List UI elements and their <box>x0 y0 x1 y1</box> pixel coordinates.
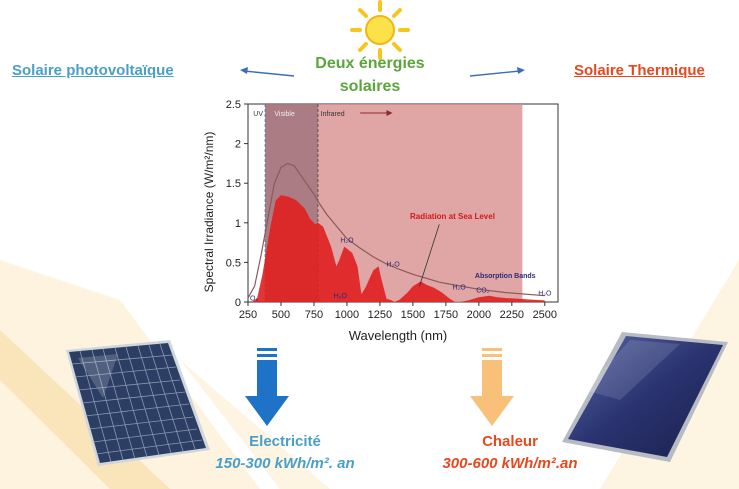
arrow-right-icon <box>469 67 525 77</box>
x-tick-label: 1750 <box>434 309 458 321</box>
x-tick-label: 2500 <box>533 309 557 321</box>
visible-label: Visible <box>274 111 295 118</box>
down-arrow-orange <box>470 348 514 426</box>
uv-label: UV <box>253 111 263 118</box>
chart-ylabel: Spectral Irradiance (W/m²/nm) <box>202 132 216 293</box>
center-title: Deux énergies solaires <box>300 52 440 98</box>
x-tick-label: 1250 <box>368 309 392 321</box>
electricity-caption: Electricité 150-300 kWh/m². an <box>180 431 390 475</box>
down-arrow-blue <box>245 348 289 426</box>
x-tick-label: 250 <box>239 309 257 321</box>
heat-value: 300-600 kWh/m².an <box>442 455 578 472</box>
x-tick-label: 750 <box>305 309 323 321</box>
arrow-left-icon <box>240 67 295 77</box>
h2o-label-5: H₂O <box>538 291 552 298</box>
y-tick-label: 0 <box>235 297 241 309</box>
y-tick-label: 2 <box>235 139 241 151</box>
center-title-line2: solaires <box>339 78 401 95</box>
h2o-label-1: H₂O <box>340 238 354 245</box>
sea-level-area <box>251 195 545 302</box>
x-tick-label: 1500 <box>401 309 425 321</box>
x-tick-label: 2250 <box>500 309 524 321</box>
sea-level-label: Radiation at Sea Level <box>410 212 495 221</box>
x-tick-label: 2000 <box>467 309 491 321</box>
spectrum-chart: 250 500 750 1000 1250 1500 1750 2000 2250 2500 0 0.… <box>202 99 559 343</box>
h2o-label-4: H₂O <box>452 284 466 291</box>
extraterrestrial-curve <box>247 162 545 299</box>
photovoltaic-panel <box>66 340 210 466</box>
h2o-label-2: H₂O <box>386 261 400 268</box>
electricity-label: Electricité <box>249 433 321 450</box>
pv-title: Solaire photovoltaïque <box>12 62 174 79</box>
o3-label: O₃ <box>250 295 258 302</box>
chart-xlabel: Wavelength (nm) <box>349 328 448 343</box>
y-tick-label: 2.5 <box>226 99 241 111</box>
sea-level-pointer <box>419 224 440 287</box>
co2-label: CO₂ <box>476 287 490 294</box>
thermal-title: Solaire Thermique <box>574 62 705 79</box>
sun-icon <box>350 0 410 60</box>
y-tick-label: 1.5 <box>226 178 241 190</box>
x-tick-label: 500 <box>272 309 290 321</box>
x-tick-label: 1000 <box>335 309 359 321</box>
thermal-collector-panel <box>562 332 728 462</box>
infrared-label: Infrared <box>321 111 345 118</box>
heat-label: Chaleur <box>482 433 538 450</box>
y-tick-label: 1 <box>235 218 241 230</box>
electricity-value: 150-300 kWh/m². an <box>215 455 355 472</box>
center-title-line1: Deux énergies <box>315 55 425 72</box>
infrared-arrowhead <box>386 110 393 116</box>
h2o-label-3: H₂O <box>334 293 348 300</box>
heat-caption: Chaleur 300-600 kWh/m².an <box>410 431 610 475</box>
absorption-label: Absorption Bands <box>475 273 536 280</box>
y-tick-label: 0.5 <box>226 257 241 269</box>
